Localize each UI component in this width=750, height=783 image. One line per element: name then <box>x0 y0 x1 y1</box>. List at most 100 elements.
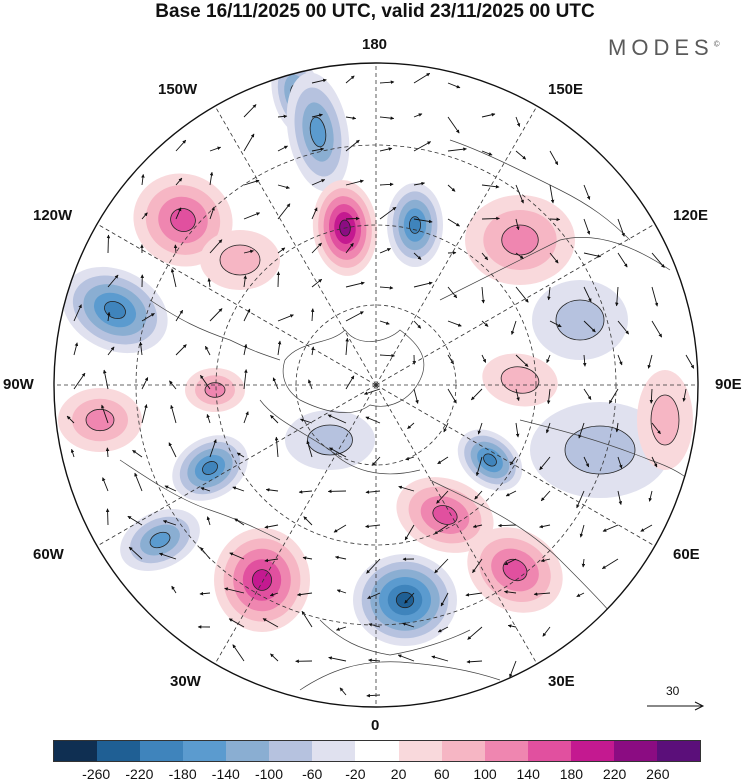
wind-vector <box>365 416 381 424</box>
wind-vector <box>481 252 489 261</box>
wind-vector <box>107 346 115 356</box>
colorbar <box>53 740 701 762</box>
reference-vector-value: 30 <box>666 684 680 698</box>
label-150w: 150W <box>158 81 198 98</box>
colorbar-tick-label: 260 <box>646 766 670 782</box>
wind-vector <box>327 414 347 424</box>
wind-vector <box>141 377 149 390</box>
wind-vector <box>413 181 425 186</box>
wind-vector <box>73 304 82 322</box>
wind-vector <box>379 286 394 290</box>
wind-vector <box>365 524 381 529</box>
wind-vector <box>308 379 313 390</box>
wind-vector <box>509 660 517 678</box>
wind-vector <box>209 171 214 186</box>
wind-vector <box>583 286 592 303</box>
wind-vector <box>311 278 323 288</box>
wind-vector <box>379 353 395 358</box>
wind-vector <box>515 388 520 402</box>
wind-vector <box>345 337 349 356</box>
label-90e: 90E <box>715 376 742 393</box>
reference-arrow-head <box>694 701 705 711</box>
coastline <box>149 299 281 361</box>
wind-vector <box>276 271 281 288</box>
wind-vector <box>447 147 467 152</box>
wind-vector <box>470 388 483 401</box>
wind-vector <box>436 490 449 504</box>
wind-vector <box>175 309 184 322</box>
wind-vector <box>539 456 551 471</box>
wind-vector <box>404 524 415 541</box>
wind-vector <box>581 558 586 568</box>
anomaly-contour <box>483 453 497 467</box>
graticule <box>54 63 698 707</box>
colorbar-segment <box>355 741 399 761</box>
wind-vector <box>207 277 212 288</box>
wind-vector <box>602 524 619 532</box>
wind-vector <box>481 184 500 189</box>
wind-vector <box>583 388 592 400</box>
chart-title: Base 16/11/2025 00 UTC, valid 23/11/2025… <box>155 1 595 22</box>
wind-vector <box>141 404 148 424</box>
wind-vector <box>229 552 245 560</box>
colorbar-tick-label: -20 <box>345 766 366 782</box>
wind-vector <box>127 515 143 526</box>
colorbar-tick-label: 20 <box>390 766 407 782</box>
colorbar-tick-label: -100 <box>254 766 284 782</box>
wind-vector <box>106 311 111 322</box>
anomaly-contour <box>564 425 636 475</box>
colorbar-tick-label: -220 <box>125 766 154 782</box>
wind-vector <box>413 281 433 288</box>
wind-vector <box>583 184 591 200</box>
wind-vector <box>102 369 109 390</box>
label-90w: 90W <box>3 376 34 393</box>
anomaly-contour <box>650 394 680 446</box>
wind-vector <box>243 179 260 186</box>
wind-vector <box>311 242 322 254</box>
wind-vector <box>413 320 422 329</box>
anomaly-contour <box>408 216 421 234</box>
colorbar-tick-label: 180 <box>559 766 584 782</box>
coastline <box>439 237 671 301</box>
wind-vector <box>549 252 559 264</box>
brand-logo: MODES© <box>608 35 720 61</box>
wind-vector <box>583 456 590 468</box>
wind-vector <box>228 618 245 628</box>
wind-vector <box>209 206 215 220</box>
anomaly-contour <box>170 207 196 233</box>
wind-vector <box>467 626 483 640</box>
anomaly-contour <box>500 366 540 394</box>
wind-vector <box>170 268 177 288</box>
wind-vector <box>345 139 360 152</box>
wind-vector <box>578 422 585 439</box>
wind-vector <box>73 372 86 390</box>
wind-vector <box>540 558 551 563</box>
wind-vector <box>540 490 551 502</box>
wind-vector <box>443 422 449 433</box>
wind-vector <box>345 242 354 254</box>
wind-vector <box>413 141 432 152</box>
colorbar-tick-label: 220 <box>602 766 627 782</box>
wind-vector <box>583 252 602 258</box>
wind-vector <box>141 174 145 186</box>
coastline <box>299 661 501 691</box>
wind-vector <box>345 116 357 120</box>
label-120w: 120W <box>33 207 73 224</box>
wind-vector <box>232 486 245 492</box>
wind-vector <box>507 624 517 628</box>
wind-vector <box>335 555 347 560</box>
anomaly-contour <box>555 299 605 341</box>
wind-vector <box>336 626 347 631</box>
wind-vector <box>264 524 279 529</box>
meridian-line <box>96 223 377 386</box>
latitude-circle <box>215 224 537 546</box>
colorbar-segment <box>398 741 442 761</box>
colorbar-segment <box>269 741 313 761</box>
wind-vector <box>243 369 248 390</box>
wind-vector <box>515 422 520 438</box>
wind-vector <box>549 217 561 222</box>
colorbar-tick-label: 60 <box>434 766 450 782</box>
wind-vector <box>209 239 223 254</box>
colorbar-tick-label: 140 <box>516 766 540 782</box>
wind-vector <box>379 248 391 254</box>
